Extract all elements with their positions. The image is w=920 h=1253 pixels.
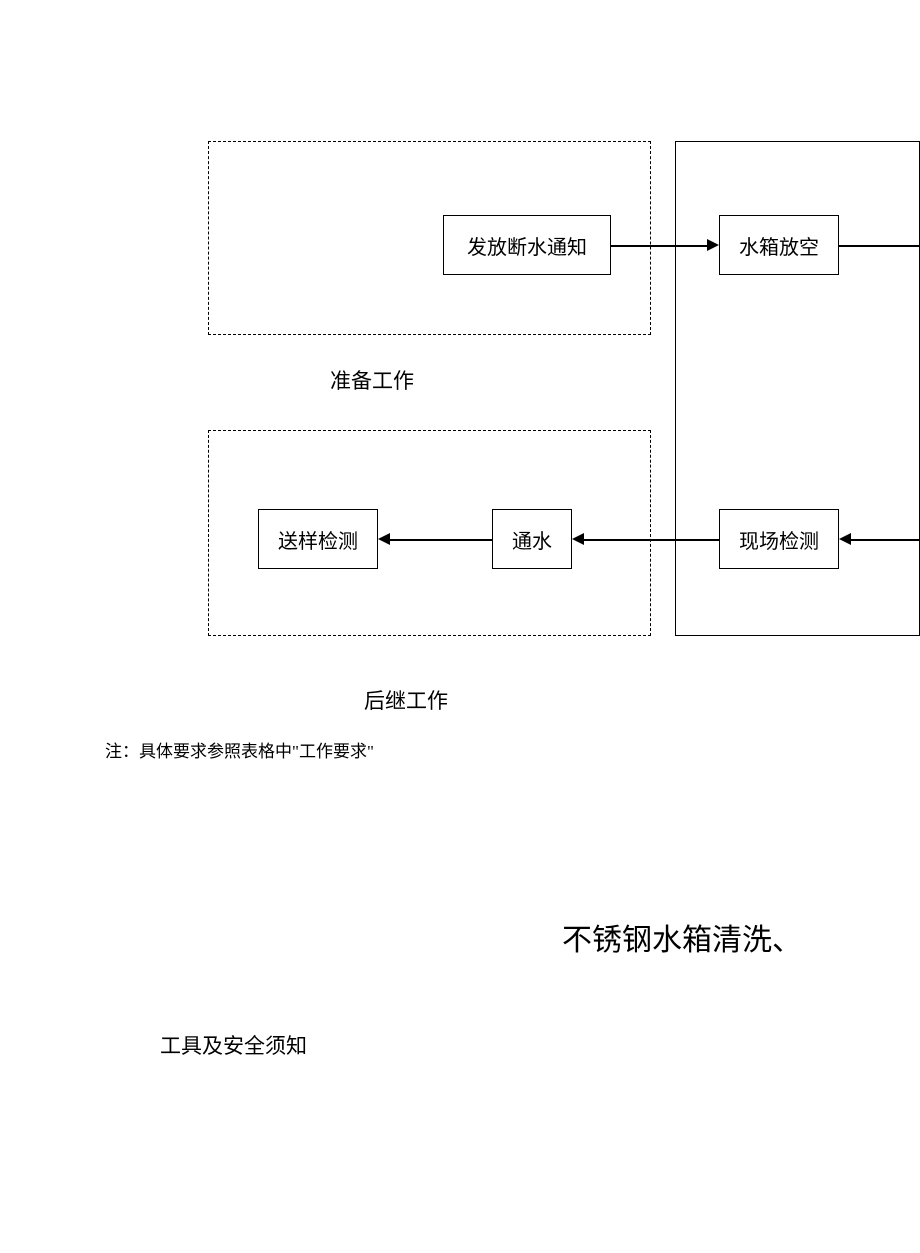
node-label: 送样检测 <box>278 525 358 554</box>
node-drain: 水箱放空 <box>719 215 839 275</box>
note-text: 注：具体要求参照表格中"工作要求" <box>105 737 374 762</box>
node-water-on: 通水 <box>492 509 572 569</box>
node-label: 通水 <box>512 525 552 554</box>
edge-line <box>584 539 719 541</box>
arrow-left-icon <box>572 533 584 545</box>
node-label: 发放断水通知 <box>467 231 587 260</box>
node-label: 现场检测 <box>739 525 819 554</box>
section-label-followup: 后继工作 <box>364 685 448 715</box>
edge-line <box>611 245 707 247</box>
node-onsite-test: 现场检测 <box>719 509 839 569</box>
node-sample-test: 送样检测 <box>258 509 378 569</box>
arrow-right-icon <box>707 239 719 251</box>
edge-line <box>390 539 492 541</box>
edge-line <box>851 539 920 541</box>
edge-line <box>839 245 920 247</box>
node-notice: 发放断水通知 <box>443 215 611 275</box>
subheading: 工具及安全须知 <box>160 1030 307 1060</box>
arrow-left-icon <box>839 533 851 545</box>
node-label: 水箱放空 <box>739 231 819 260</box>
section-label-prep: 准备工作 <box>330 365 414 395</box>
arrow-left-icon <box>378 533 390 545</box>
heading: 不锈钢水箱清洗、 <box>562 915 802 959</box>
